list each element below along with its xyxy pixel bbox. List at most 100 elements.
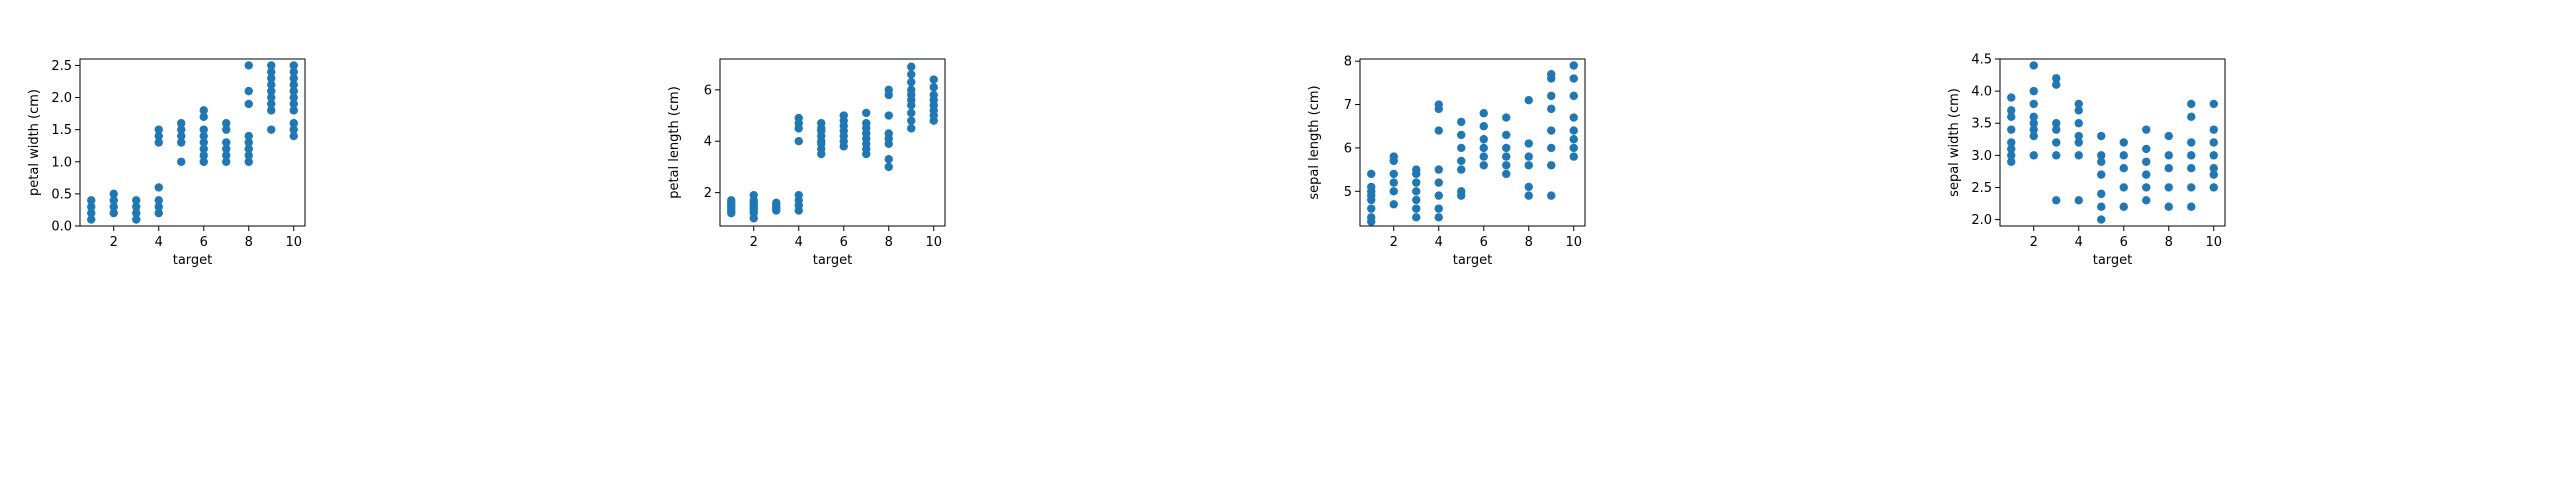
data-point (2142, 157, 2151, 166)
data-point (907, 62, 916, 71)
data-point (267, 67, 276, 77)
data-point (1434, 178, 1443, 187)
data-point (1524, 96, 1533, 105)
data-point (132, 208, 141, 218)
data-point (2097, 215, 2106, 224)
x-tick-label: 6 (1480, 235, 1488, 250)
data-point (2052, 119, 2061, 128)
data-point (839, 111, 848, 120)
data-point (1479, 152, 1488, 161)
y-tick-label: 8 (1344, 55, 1352, 70)
data-point (794, 137, 803, 146)
data-point (2029, 119, 2038, 128)
data-point (1367, 204, 1376, 213)
data-point (267, 86, 276, 96)
data-point (177, 138, 186, 147)
data-point (1569, 113, 1578, 122)
data-point (109, 189, 118, 199)
data-point (749, 190, 758, 200)
data-point (132, 215, 141, 224)
data-point (1457, 117, 1466, 127)
data-point (154, 183, 163, 192)
data-point (1434, 100, 1443, 109)
data-point (2187, 183, 2196, 192)
data-point (87, 208, 96, 218)
y-axis-label: petal length (cm) (667, 86, 682, 199)
data-point (2119, 151, 2128, 160)
data-point (2074, 131, 2083, 141)
data-point (1569, 61, 1578, 70)
y-tick-label: 0.0 (51, 220, 72, 235)
data-point (1524, 139, 1533, 148)
x-tick-label: 8 (245, 235, 253, 250)
plot-frame (719, 58, 946, 227)
x-tick-label: 8 (1525, 235, 1533, 250)
data-point (1569, 152, 1578, 161)
data-point (2007, 138, 2016, 147)
data-point (1434, 191, 1443, 200)
y-tick-label: 1.0 (51, 155, 72, 170)
data-point (2142, 183, 2151, 192)
data-point (907, 70, 916, 79)
x-tick-label: 4 (155, 235, 163, 250)
data-point (2142, 125, 2151, 134)
data-point (1479, 135, 1488, 144)
data-point (884, 129, 893, 138)
data-point (132, 202, 141, 211)
data-point (2187, 99, 2196, 109)
y-tick-label: 2.5 (51, 59, 72, 74)
data-point (2142, 196, 2151, 205)
data-point (2074, 196, 2083, 205)
data-point (199, 157, 208, 166)
data-point (1547, 161, 1556, 170)
plot-frame (1999, 58, 2226, 227)
data-point (177, 119, 186, 128)
x-tick-label: 4 (2075, 235, 2083, 250)
data-point (1412, 165, 1421, 174)
data-point (154, 131, 163, 141)
x-tick-label: 10 (1565, 235, 1582, 250)
data-point (862, 119, 871, 128)
data-point (2074, 138, 2083, 147)
data-point (1479, 109, 1488, 118)
data-point (1479, 122, 1488, 131)
data-point (1502, 161, 1511, 170)
data-point (154, 196, 163, 205)
data-point (2142, 170, 2151, 179)
data-point (267, 93, 276, 102)
data-point (884, 162, 893, 172)
y-tick-label: 2 (704, 186, 712, 201)
data-point (2187, 202, 2196, 211)
data-point (1569, 143, 1578, 153)
data-point (109, 196, 118, 205)
data-point (87, 196, 96, 205)
data-point (244, 144, 253, 154)
data-point (1434, 126, 1443, 135)
y-tick-label: 2.5 (1971, 181, 1992, 196)
y-tick-label: 0.5 (51, 187, 72, 202)
x-tick-label: 6 (200, 235, 208, 250)
data-point (2209, 170, 2218, 179)
data-point (1479, 161, 1488, 170)
data-point (1367, 182, 1376, 192)
data-point (1524, 182, 1533, 192)
data-point (1434, 204, 1443, 213)
y-tick-label: 2.0 (51, 91, 72, 106)
data-point (267, 74, 276, 83)
data-point (289, 99, 298, 109)
data-point (907, 85, 916, 95)
data-point (222, 138, 231, 147)
data-point (2142, 144, 2151, 154)
data-point (1389, 187, 1398, 196)
chart-panel: 2 4 6 8 10 2.0 2.5 3.0 3.5 4.0 4.5 target sepal widt… (1947, 53, 2226, 268)
data-point (1412, 213, 1421, 222)
x-tick-label: 6 (2120, 235, 2128, 250)
data-point (2097, 189, 2106, 199)
y-axis-label: sepal length (cm) (1307, 85, 1322, 199)
data-point (2097, 202, 2106, 211)
data-point (2209, 125, 2218, 134)
data-point (1479, 143, 1488, 153)
y-tick-label: 1.5 (51, 123, 72, 138)
data-point (1502, 143, 1511, 153)
data-point (2187, 138, 2196, 147)
